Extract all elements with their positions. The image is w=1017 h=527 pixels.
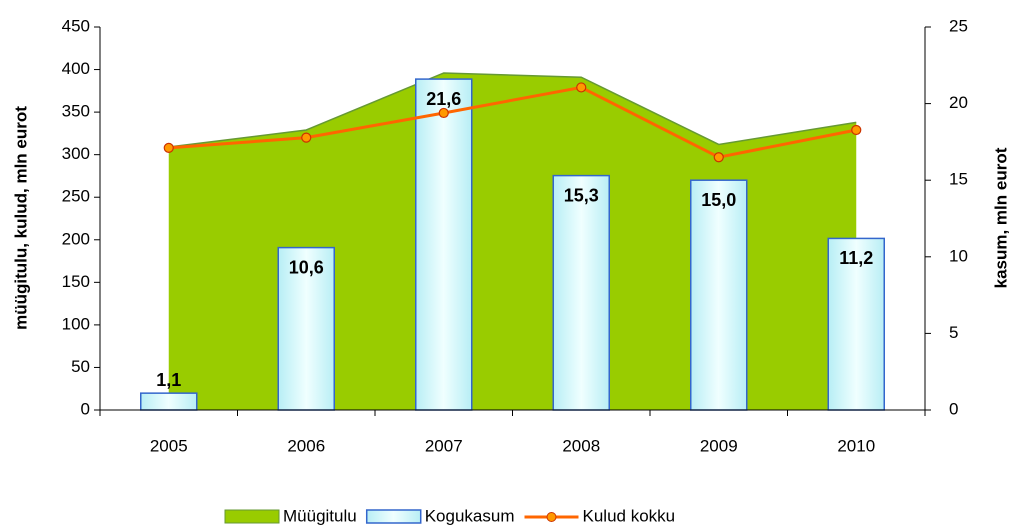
bar-label: 11,2 [839, 248, 873, 268]
y2-tick-label: 10 [949, 246, 968, 265]
area-edge [168, 72, 857, 148]
y-axis-title: müügitulu, kulud, mln eurot [11, 106, 30, 330]
y2-axis-title: kasum, mln eurot [991, 147, 1010, 288]
bar [140, 392, 198, 411]
legend-swatch [546, 512, 557, 522]
y-tick-label: 50 [71, 357, 90, 376]
legend-swatch [365, 509, 422, 524]
bar [827, 237, 885, 411]
legend-label: Kogukasum [425, 506, 515, 525]
line [168, 85, 857, 159]
legend-label: Müügitulu [283, 506, 357, 525]
legend-label: Kulud kokku [583, 506, 676, 525]
y-tick-label: 250 [62, 187, 90, 206]
line-marker [576, 82, 587, 93]
y2-tick-label: 15 [949, 170, 968, 189]
x-tick-label: 2005 [150, 436, 188, 455]
y-tick-label: 400 [62, 59, 90, 78]
bar [415, 78, 473, 411]
x-tick-label: 2010 [837, 436, 875, 455]
bar-label: 10,6 [289, 257, 324, 277]
y-tick-label: 0 [81, 399, 90, 418]
line-marker [851, 124, 862, 136]
bar [552, 174, 610, 411]
y2-tick-label: 25 [949, 16, 968, 35]
y-tick-label: 100 [62, 314, 90, 333]
bar-label: 15,0 [701, 190, 736, 210]
y-tick-label: 200 [62, 229, 90, 248]
x-tick-label: 2009 [700, 436, 738, 455]
line-marker [163, 142, 174, 153]
y-tick-label: 300 [62, 144, 90, 163]
line-marker [301, 132, 312, 143]
bar-label: 15,3 [564, 185, 599, 205]
y-tick-label: 150 [62, 272, 90, 291]
line-marker [713, 152, 724, 163]
x-tick-label: 2007 [425, 436, 463, 455]
x-tick-label: 2008 [562, 436, 600, 455]
area [168, 72, 857, 411]
y2-tick-label: 5 [949, 323, 958, 342]
bar [690, 179, 748, 411]
x-tick-label: 2006 [287, 436, 325, 455]
line-marker [438, 107, 449, 119]
bar-label: 21,6 [426, 89, 461, 109]
y-tick-label: 350 [62, 102, 90, 121]
y-tick-label: 450 [62, 16, 90, 35]
legend-swatch [224, 509, 280, 524]
y2-tick-label: 0 [949, 399, 958, 418]
y2-tick-label: 20 [949, 93, 968, 112]
bar-label: 1,1 [156, 370, 181, 390]
